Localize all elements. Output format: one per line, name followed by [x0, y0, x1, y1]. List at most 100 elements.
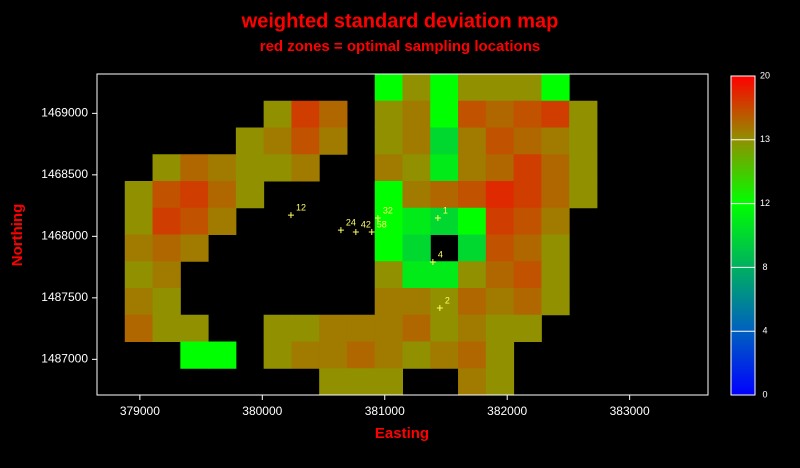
cell: [374, 207, 403, 235]
cell: [208, 207, 237, 235]
cell: [374, 261, 403, 289]
y-tick-label: 1487000: [41, 352, 88, 366]
cell: [402, 127, 431, 155]
sample-label: 24: [346, 217, 356, 227]
cell: [458, 234, 487, 262]
cell: [124, 314, 154, 342]
cell: [458, 288, 487, 316]
cell: [513, 74, 542, 102]
cell: [541, 154, 570, 182]
y-tick-label: 1487500: [41, 290, 88, 304]
cell: [430, 154, 459, 182]
cell: [541, 261, 570, 289]
cell: [346, 341, 376, 369]
cell: [319, 100, 348, 128]
cell: [402, 261, 431, 289]
cell: [458, 261, 487, 289]
cell: [402, 181, 431, 209]
cell: [513, 100, 542, 128]
cell: [374, 341, 403, 369]
cell: [402, 341, 431, 369]
cell: [458, 314, 487, 342]
cell: [374, 127, 403, 155]
colorbar-tick-label: 20: [760, 70, 770, 80]
sample-label: 42: [361, 219, 371, 229]
cell: [485, 154, 515, 182]
cell: [235, 154, 265, 182]
cell: [402, 288, 431, 316]
cell: [569, 154, 598, 182]
cell: [291, 154, 320, 182]
colorbar-tick-label: 8: [762, 262, 767, 272]
cell: [402, 100, 431, 128]
cell: [124, 234, 154, 262]
sample-point: [374, 215, 381, 222]
chart-subtitle: red zones = optimal sampling locations: [260, 38, 540, 55]
cell: [513, 261, 542, 289]
cell: [485, 368, 515, 396]
cell: [430, 314, 459, 342]
cell: [541, 127, 570, 155]
cell: [402, 234, 431, 262]
cell: [430, 181, 459, 209]
colorbar-tick-label: 0: [762, 389, 767, 399]
cell: [319, 127, 348, 155]
cell: [485, 127, 515, 155]
cell: [152, 207, 181, 235]
sample-point: [429, 259, 436, 266]
sample-label: 2: [445, 295, 450, 305]
sample-label: 32: [383, 205, 393, 215]
cell: [291, 100, 320, 128]
cell: [541, 74, 570, 102]
cell: [513, 154, 542, 182]
cell: [263, 341, 292, 369]
cell: [319, 341, 348, 369]
sample-point: [368, 229, 375, 236]
cell: [124, 288, 154, 316]
cell: [180, 207, 209, 235]
cell: [569, 100, 598, 128]
cell: [346, 368, 376, 396]
cell: [458, 181, 487, 209]
cell: [569, 181, 598, 209]
cell: [263, 154, 292, 182]
sample-point: [436, 305, 443, 312]
cell: [208, 341, 237, 369]
cell: [485, 314, 515, 342]
cell: [513, 288, 542, 316]
cell: [458, 368, 487, 396]
cell: [180, 181, 209, 209]
cell: [374, 314, 403, 342]
cell: [180, 154, 209, 182]
x-axis-label: Easting: [375, 425, 429, 442]
x-tick-label: 381000: [365, 404, 405, 418]
x-tick-label: 379000: [120, 404, 160, 418]
sample-label: 58: [377, 219, 387, 229]
sample-label: 4: [438, 249, 443, 259]
chart-title: weighted standard deviation map: [241, 10, 559, 32]
cell: [541, 100, 570, 128]
cell: [458, 74, 487, 102]
cell: [152, 154, 181, 182]
cell: [235, 127, 265, 155]
cell: [430, 207, 459, 235]
colorbar-tick-label: 13: [760, 134, 770, 144]
cell: [152, 314, 181, 342]
x-tick-label: 383000: [610, 404, 650, 418]
cell: [124, 261, 154, 289]
cell: [430, 127, 459, 155]
cell: [430, 100, 459, 128]
cell: [485, 181, 515, 209]
cell: [319, 314, 348, 342]
cell: [513, 207, 542, 235]
cell: [180, 234, 209, 262]
sample-label: 1: [443, 205, 448, 215]
cell: [430, 288, 459, 316]
sample-point: [352, 229, 359, 236]
cell: [458, 100, 487, 128]
cell: [124, 181, 154, 209]
y-axis-label: Northing: [9, 204, 26, 266]
cell: [485, 100, 515, 128]
cell: [458, 207, 487, 235]
cell: [541, 181, 570, 209]
